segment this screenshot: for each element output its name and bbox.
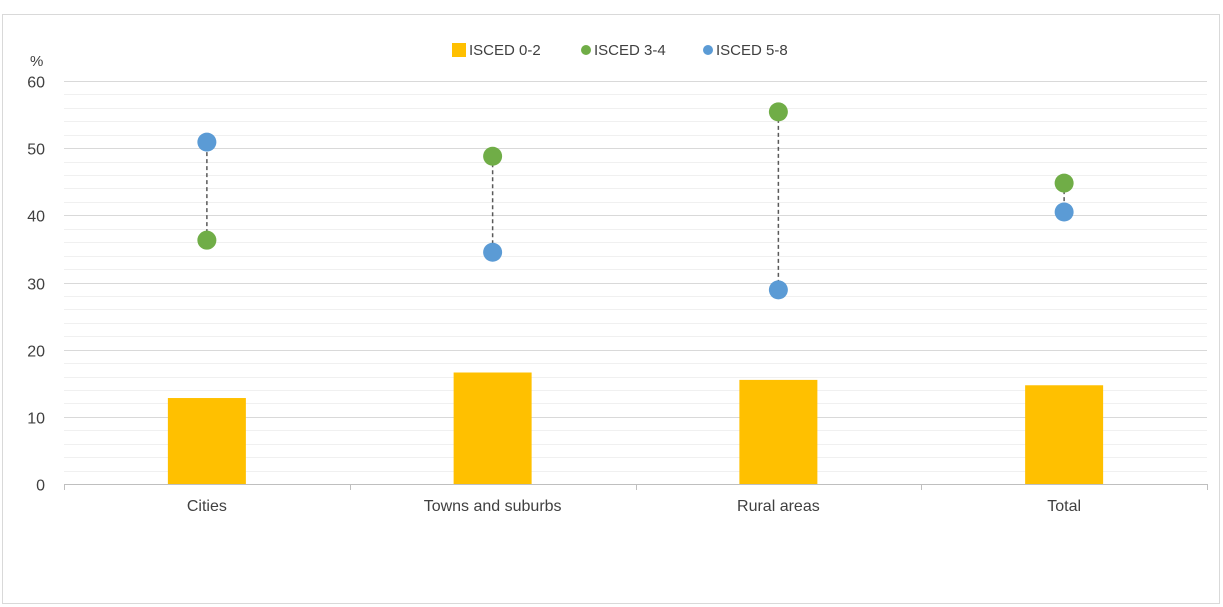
y-tick-label: 60	[27, 75, 45, 92]
data-point	[483, 146, 503, 166]
y-tick-label: 50	[27, 142, 45, 159]
dot-series	[197, 102, 1074, 300]
legend-label: ISCED 3-4	[594, 42, 666, 59]
legend: ISCED 0-2 ISCED 3-4 ISCED 5-8	[452, 42, 788, 59]
bar	[739, 379, 818, 484]
y-tick-label: 30	[27, 277, 45, 294]
bar	[167, 398, 246, 484]
legend-label: ISCED 0-2	[469, 42, 541, 59]
legend-swatch-square	[452, 43, 466, 57]
y-tick-label: 40	[27, 209, 45, 226]
legend-swatch-dot	[703, 45, 713, 55]
y-tick-label: 0	[36, 478, 45, 495]
data-point	[197, 230, 217, 250]
bar-series	[167, 372, 1104, 484]
data-point	[483, 242, 503, 262]
data-point	[1054, 202, 1074, 222]
data-point	[768, 102, 788, 122]
x-category-label: Cities	[187, 498, 227, 515]
y-tick-label: 10	[27, 411, 45, 428]
data-point	[768, 280, 788, 300]
x-category-label: Rural areas	[737, 498, 820, 515]
y-axis-unit-label: %	[30, 53, 43, 70]
y-tick-label: 20	[27, 344, 45, 361]
minor-gridlines	[64, 94, 1207, 472]
data-point	[1054, 173, 1074, 193]
x-category-label: Total	[1047, 498, 1081, 515]
legend-swatch-dot	[581, 45, 591, 55]
x-category-label: Towns and suburbs	[424, 498, 562, 515]
y-axis: 0 10 20 30 40 50 60	[27, 75, 45, 495]
x-axis: Cities Towns and suburbs Rural areas Total	[64, 484, 1208, 515]
bar	[453, 372, 532, 484]
data-point	[197, 132, 217, 152]
legend-label: ISCED 5-8	[716, 42, 788, 59]
connector-lines	[206, 111, 1065, 290]
major-gridlines	[64, 81, 1207, 418]
bar	[1025, 385, 1104, 484]
